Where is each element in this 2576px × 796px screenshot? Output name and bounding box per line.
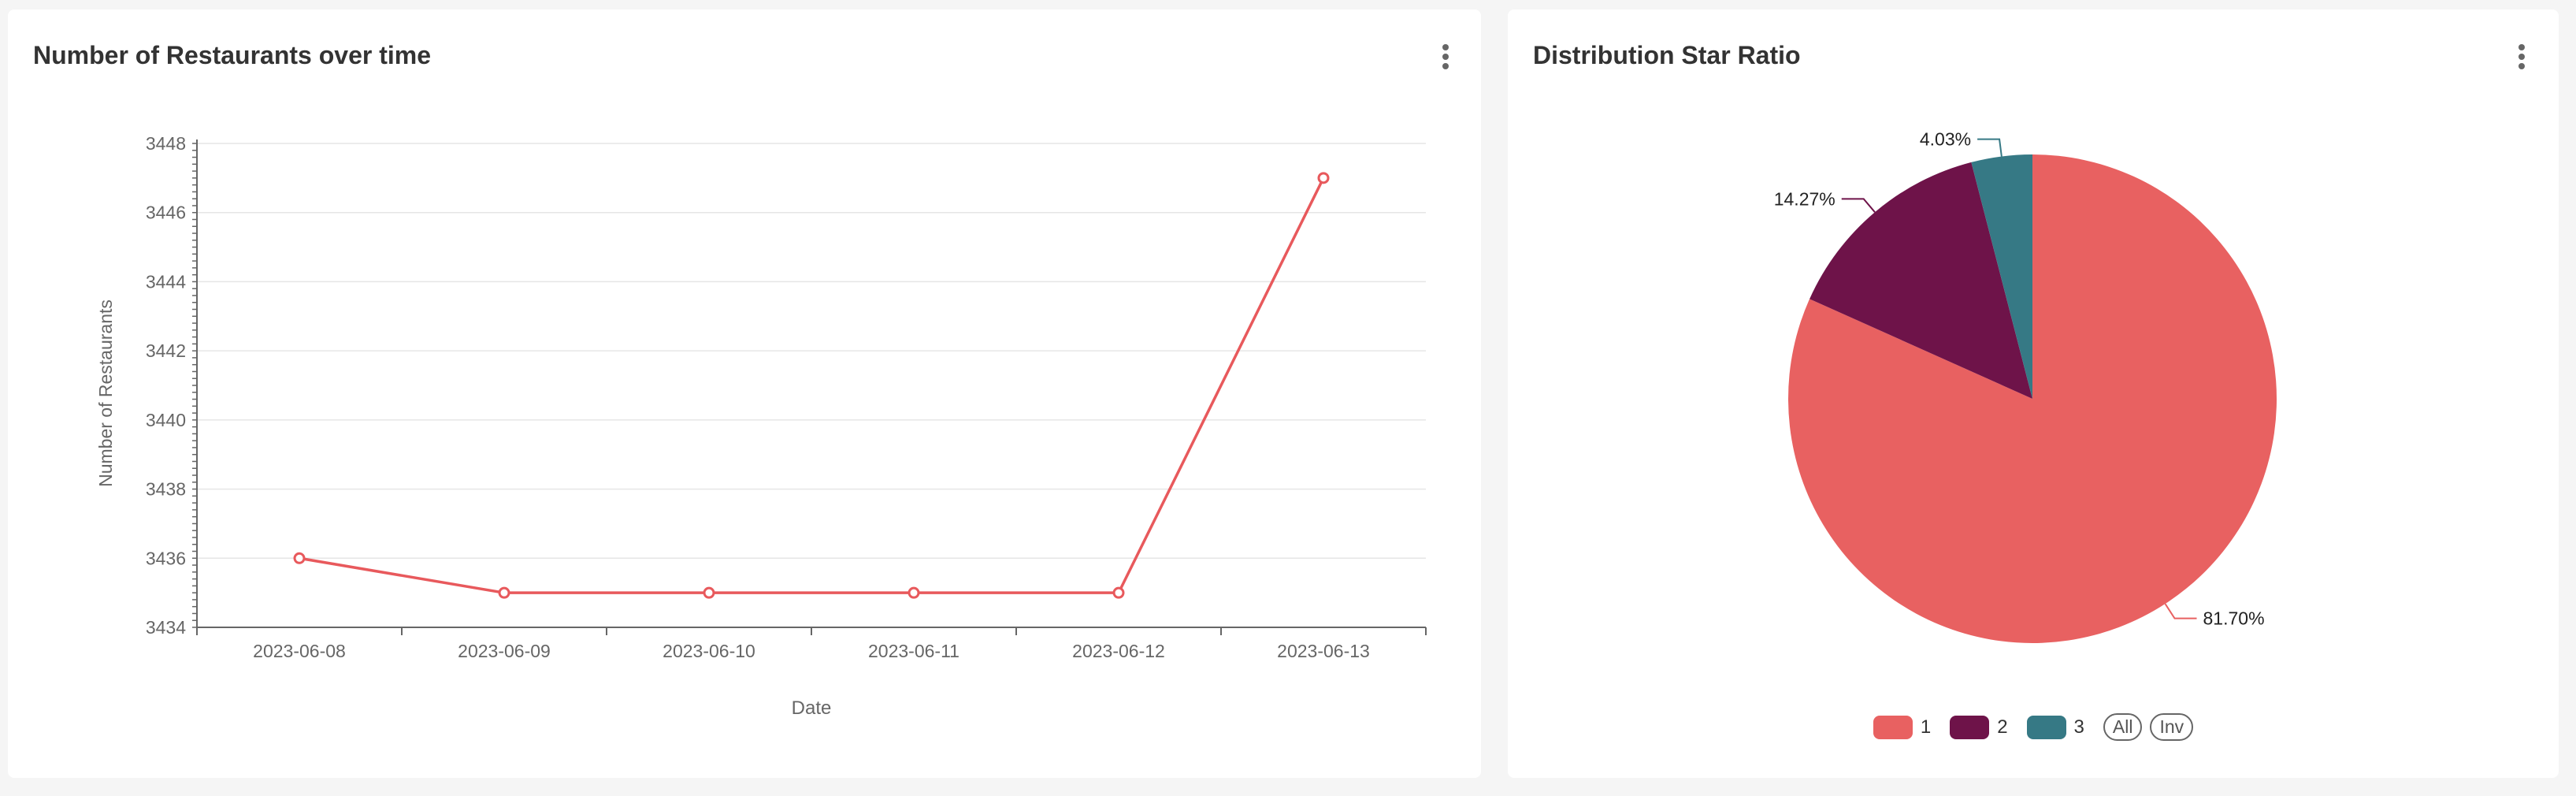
x-tick-label: 2023-06-10 (663, 641, 755, 661)
line-chart-title: Number of Restaurants over time (33, 41, 432, 69)
x-tick-label: 2023-06-08 (253, 641, 346, 661)
legend-item-1[interactable]: 1 (1873, 715, 1932, 739)
pie-label-line (1977, 138, 2003, 157)
legend-inverse-button[interactable]: Inv (2150, 713, 2194, 741)
line-chart: 3434 3436 3438 3440 3442 3444 3446 3448 2023-06-… (95, 133, 1427, 719)
x-tick-label: 2023-06-11 (868, 641, 960, 661)
series-line (299, 177, 1325, 594)
legend-item-2[interactable]: 2 (1950, 715, 2008, 739)
pie-slice-2[interactable] (1810, 162, 2032, 399)
pie-chart: 81.70% 14.27% 4.03% (1774, 129, 2277, 643)
y-tick-label: 3442 (146, 340, 186, 361)
data-point[interactable] (1112, 586, 1125, 599)
y-tick-label: 3434 (146, 617, 186, 638)
legend-label-3: 3 (2073, 716, 2084, 738)
legend-swatch-2 (1950, 715, 1990, 739)
x-tick-label: 2023-06-13 (1277, 641, 1370, 661)
more-vertical-icon[interactable] (1434, 41, 1457, 73)
y-tick-label: 3444 (146, 271, 186, 292)
line-chart-card: Number of Restaurants over time 3434 3436… (8, 9, 1481, 778)
more-vertical-icon[interactable] (2510, 41, 2533, 73)
pie-data-label: 81.70% (2203, 608, 2265, 629)
legend-swatch-3 (2026, 715, 2066, 739)
data-point[interactable] (703, 586, 715, 599)
pie-label-line (1841, 198, 1876, 213)
data-point[interactable] (1317, 172, 1330, 184)
legend-item-3[interactable]: 3 (2026, 715, 2084, 739)
y-tick-label: 3446 (146, 203, 186, 223)
pie-chart-title: Distribution Star Ratio (1533, 41, 1801, 69)
pie-slice-3[interactable] (1971, 154, 2032, 399)
y-axis-title: Number of Restaurants (95, 299, 116, 487)
x-axis-title: Date (792, 697, 832, 719)
x-tick-label: 2023-06-12 (1072, 641, 1165, 661)
y-tick-label: 3448 (146, 133, 186, 154)
legend-label-1: 1 (1920, 716, 1932, 738)
legend-all-button[interactable]: All (2103, 713, 2143, 741)
data-point[interactable] (293, 552, 306, 564)
y-tick-label: 3440 (146, 410, 186, 430)
pie-data-label: 14.27% (1774, 188, 1835, 209)
legend-swatch-1 (1873, 715, 1913, 739)
data-point[interactable] (498, 586, 510, 599)
data-point[interactable] (908, 586, 920, 599)
y-tick-label: 3438 (146, 479, 186, 500)
pie-data-label: 4.03% (1920, 129, 1971, 150)
pie-chart-card: Distribution Star Ratio 81.70% 14.27% 4.03… (1508, 9, 2559, 778)
pie-label-line (2164, 603, 2197, 619)
x-tick-label: 2023-06-09 (458, 641, 551, 661)
legend-label-2: 2 (1997, 716, 2008, 738)
y-tick-label: 3436 (146, 548, 186, 568)
pie-legend: 1 2 3 All Inv (1508, 713, 2559, 741)
